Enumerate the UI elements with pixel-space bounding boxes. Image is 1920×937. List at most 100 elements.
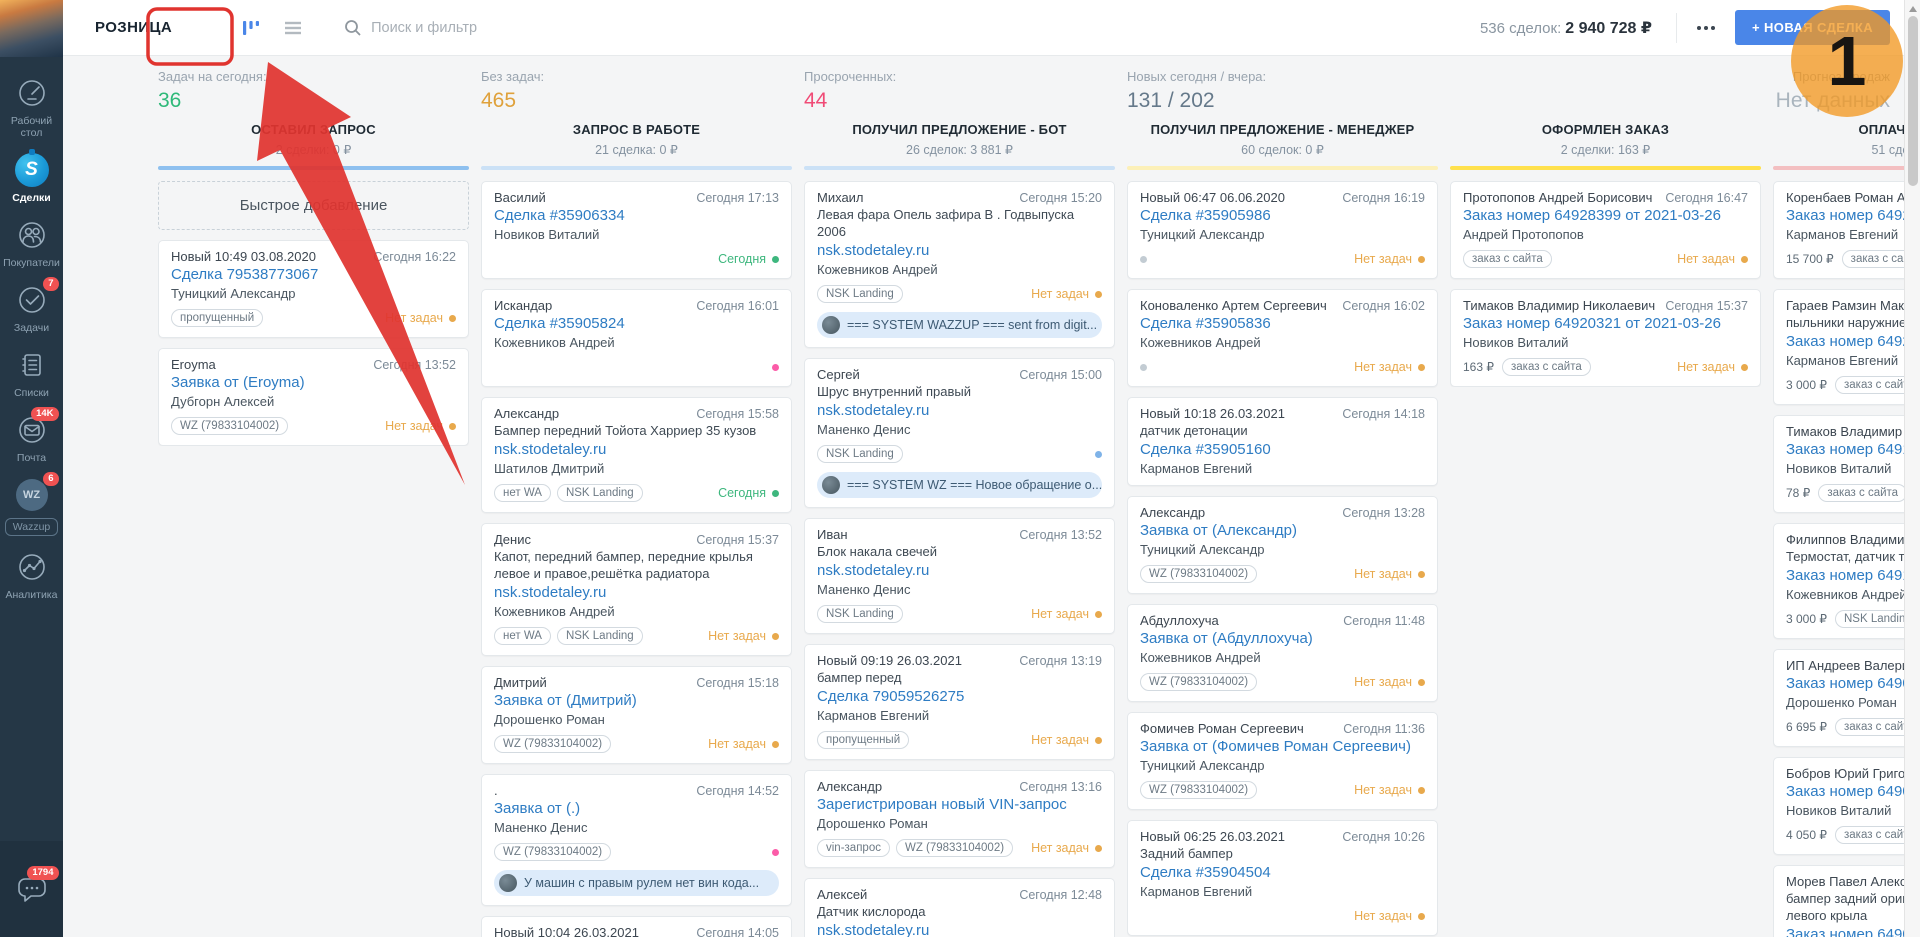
stat-value: 36	[158, 89, 182, 112]
new-deal-button[interactable]: + НОВАЯ СДЕЛКА	[1735, 10, 1890, 45]
deal-link[interactable]: Заказ номер 64920321 от 2021-03-26	[1463, 315, 1721, 332]
kanban-view-icon[interactable]	[240, 17, 262, 39]
deal-card[interactable]: Александр Сегодня 13:16 Зарегистрирован но…	[804, 770, 1115, 868]
deal-link[interactable]: Заявка от (.)	[494, 800, 581, 817]
deal-link[interactable]: Заявка от (Фомичев Роман Сергеевич)	[1140, 738, 1411, 755]
stat-0: Задач на сегодня: 36	[158, 69, 481, 113]
deal-description: Датчик кислорода	[817, 904, 926, 919]
deal-link[interactable]: nsk.stodetaley.ru	[817, 562, 930, 579]
deal-link[interactable]: Сделка 79059526275	[817, 688, 965, 705]
deal-card[interactable]: Искандар Сегодня 16:01 Сделка #35905824 Кож…	[481, 289, 792, 387]
support-chat-icon[interactable]: 1794	[14, 866, 59, 907]
deal-card[interactable]: Иван Сегодня 13:52 Блок накала свечей nsk.s…	[804, 518, 1115, 634]
pipeline-title[interactable]: РОЗНИЦА	[95, 19, 173, 36]
last-message-preview[interactable]: === SYSTEM WAZZUP === sent from digit...	[817, 312, 1102, 338]
scrollbar-thumb[interactable]	[1907, 16, 1918, 186]
deal-link[interactable]: Заявка от (Абдуллохуча)	[1140, 630, 1313, 647]
deal-link[interactable]: Сделка #35905824	[494, 315, 625, 332]
sidebar-item-analytics[interactable]: Аналитика	[0, 549, 63, 601]
deal-description: Блок накала свечей	[817, 544, 938, 559]
stat-value: 44	[804, 89, 828, 112]
deal-card[interactable]: Василий Сегодня 17:13 Сделка #35906334 Нови…	[481, 181, 792, 279]
deal-link[interactable]: Заказ номер 64928399 от 2021-03-26	[1463, 207, 1721, 224]
deal-card[interactable]: Абдуллохуча Сегодня 11:48 Заявка от (Абдул…	[1127, 604, 1438, 702]
deal-card[interactable]: Фомичев Роман Сергеевич Сегодня 11:36 Заяв…	[1127, 712, 1438, 810]
deal-link[interactable]: Заявка от (Александр)	[1140, 522, 1297, 539]
deal-tag: NSK Landing	[556, 627, 643, 645]
account-avatar[interactable]	[0, 0, 63, 57]
deal-link[interactable]: Заказ номер 64913910 от 2021-03-26	[1786, 441, 1920, 458]
deal-card[interactable]: Новый 09:19 26.03.2021 Сегодня 13:19 бампе…	[804, 644, 1115, 760]
deal-link[interactable]: Заказ номер 64904026 от 2021-03-26	[1786, 675, 1920, 692]
deal-link[interactable]: Заказ номер 64923531 от 2021-03-26	[1786, 333, 1920, 350]
deal-link[interactable]: Сделка #35905836	[1140, 315, 1271, 332]
status-dot	[772, 632, 779, 640]
deal-card[interactable]: ИП Андреев Валерий Валерьевич Заказ номер…	[1773, 649, 1920, 747]
deal-link[interactable]: nsk.stodetaley.ru	[494, 584, 607, 601]
sidebar-item-tasks[interactable]: 7 Задачи	[0, 277, 63, 334]
deal-card[interactable]: Александр Сегодня 13:28 Заявка от (Алексан…	[1127, 496, 1438, 594]
deal-card[interactable]: Алексей Сегодня 12:48 Датчик кислорода nsk.…	[804, 878, 1115, 937]
deal-link[interactable]: Сделка #35904504	[1140, 864, 1271, 881]
deal-link[interactable]: nsk.stodetaley.ru	[817, 922, 930, 937]
deal-contact-name: Бобров Юрий Григорьевич	[1786, 766, 1920, 781]
deal-link[interactable]: nsk.stodetaley.ru	[817, 402, 930, 419]
deal-link[interactable]: nsk.stodetaley.ru	[817, 242, 930, 259]
deal-link[interactable]: Сделка #35906334	[494, 207, 625, 224]
search-input[interactable]: Поиск и фильтр	[344, 19, 477, 37]
deal-link[interactable]: Сделка #35905986	[1140, 207, 1271, 224]
deal-card[interactable]: Тимаков Владимир Николаевич Заказ номер 6…	[1773, 415, 1920, 513]
deal-contact-name: Новый 06:47 06.06.2020	[1140, 190, 1285, 205]
deal-card[interactable]: Бобров Юрий Григорьевич Заказ номер 64901…	[1773, 757, 1920, 855]
deal-card[interactable]: Морев Павел Александрович бампер задний о…	[1773, 865, 1920, 937]
deal-link[interactable]: nsk.stodetaley.ru	[494, 441, 607, 458]
deal-card[interactable]: Протопопов Андрей Борисович Сегодня 16:47…	[1450, 181, 1761, 279]
deal-contact-name: Сергей	[817, 367, 860, 382]
stat-value: 465	[481, 89, 517, 112]
sidebar-item-mail[interactable]: 14K Почта	[0, 407, 63, 464]
deal-card[interactable]: Eroyma Сегодня 13:52 Заявка от (Eroyma) Дуб…	[158, 348, 469, 446]
deal-card[interactable]: Сергей Сегодня 15:00 Шрус внутренний правы…	[804, 358, 1115, 508]
deal-link[interactable]: Заявка от (Дмитрий)	[494, 692, 637, 709]
sidebar-item-deals[interactable]: S Сделки	[0, 149, 63, 204]
deal-card[interactable]: Тимаков Владимир Николаевич Сегодня 15:37…	[1450, 289, 1761, 387]
last-message-preview[interactable]: У машин с правым рулем нет вин кода...	[494, 870, 779, 896]
deal-card[interactable]: Новый 06:47 06.06.2020 Сегодня 16:19 Сделк…	[1127, 181, 1438, 279]
sidebar-item-label: Списки	[14, 387, 49, 399]
deal-card[interactable]: Михаил Сегодня 15:20 Левая фара Опель зафи…	[804, 181, 1115, 348]
deal-card[interactable]: Дмитрий Сегодня 15:18 Заявка от (Дмитрий) Д…	[481, 666, 792, 764]
deal-card[interactable]: Новый 06:25 26.03.2021 Сегодня 10:26 Задни…	[1127, 820, 1438, 936]
deal-card[interactable]: Коренбаев Роман Андреевич Заказ номер 649…	[1773, 181, 1920, 279]
deal-card[interactable]: Новый 10:49 03.08.2020 Сегодня 16:22 Сделк…	[158, 240, 469, 338]
sidebar-item-wazzup[interactable]: WZ 6 Wazzup	[0, 472, 63, 536]
deal-link[interactable]: Зарегистрирован новый VIN-запрос	[817, 796, 1067, 813]
more-options-button[interactable]	[1676, 12, 1735, 43]
deal-link[interactable]: Сделка 79538773067	[171, 266, 319, 283]
sidebar-item-dashboard[interactable]: Рабочий стол	[0, 75, 63, 139]
sidebar-item-lists[interactable]: Списки	[0, 347, 63, 399]
last-message-preview[interactable]: === SYSTEM WZ === Новое обращение о...	[817, 472, 1102, 498]
deal-contact-name: Коноваленко Артем Сергеевич	[1140, 298, 1327, 313]
deal-card[interactable]: Филиппов Владимир Владимирович Термостат,…	[1773, 523, 1920, 639]
deal-card[interactable]: Новый 10:18 26.03.2021 Сегодня 14:18 датчи…	[1127, 397, 1438, 486]
deal-date: Сегодня 15:00	[1019, 368, 1102, 382]
deal-link[interactable]: Заказ номер 64901996 от 2021-03-26	[1786, 783, 1920, 800]
scrollbar-up-arrow[interactable]	[1908, 6, 1917, 12]
deal-link[interactable]: Заказ номер 64912374 от 2021-03-26	[1786, 567, 1920, 584]
sidebar-item-customers[interactable]: Покупатели	[0, 217, 63, 269]
quick-add-button[interactable]: Быстрое добавление	[158, 181, 469, 230]
deal-link[interactable]: Заказ номер 64900278 от 2021-03-26	[1786, 926, 1920, 937]
deal-link[interactable]: Заявка от (Eroyma)	[171, 374, 305, 391]
deal-card[interactable]: Александр Сегодня 15:58 Бампер передний То…	[481, 397, 792, 513]
status-dot	[449, 422, 456, 430]
deal-link[interactable]: Заказ номер 64928884 от 2021-03-26	[1786, 207, 1920, 224]
deal-link[interactable]: Сделка #35905160	[1140, 441, 1271, 458]
deal-description: Задний бампер	[1140, 846, 1233, 861]
deal-card[interactable]: Денис Сегодня 15:37 Капот, передний бампер…	[481, 523, 792, 656]
deal-card[interactable]: Гараев Рамзин Макфурович пыльники наружни…	[1773, 289, 1920, 405]
vertical-scrollbar[interactable]	[1904, 0, 1920, 937]
deal-card[interactable]: Коноваленко Артем Сергеевич Сегодня 16:02…	[1127, 289, 1438, 387]
list-view-icon[interactable]	[282, 17, 304, 39]
deal-card[interactable]: . Сегодня 14:52 Заявка от (.) Маненко Денис…	[481, 774, 792, 906]
